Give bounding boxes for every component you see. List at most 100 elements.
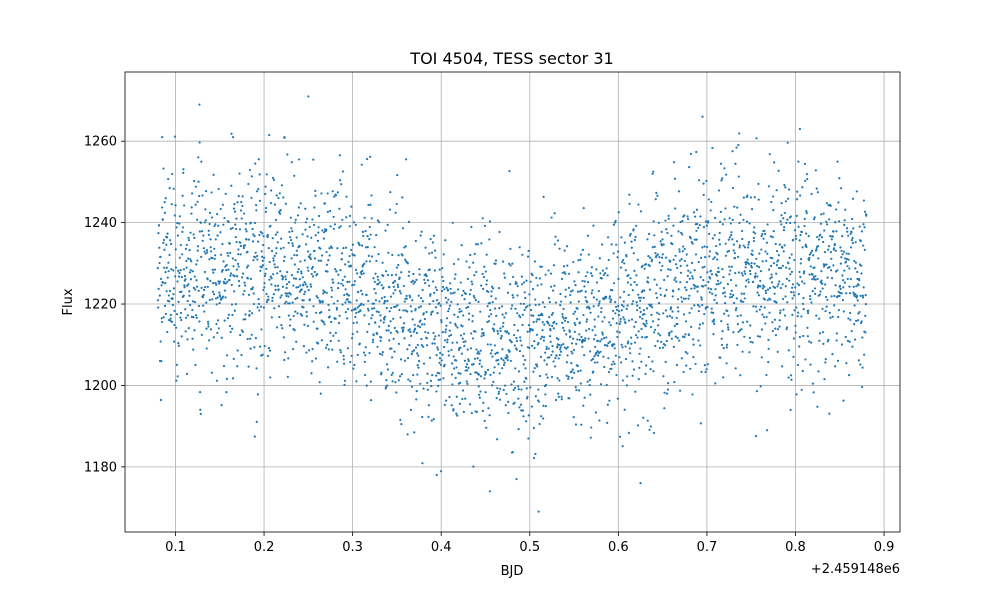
data-point	[352, 321, 355, 325]
data-point	[801, 246, 804, 249]
data-point	[736, 206, 739, 209]
data-point	[486, 305, 489, 308]
data-point	[603, 344, 607, 347]
data-point	[676, 298, 680, 301]
data-point	[485, 426, 488, 429]
data-point	[382, 286, 385, 289]
data-point	[369, 233, 372, 236]
data-point	[191, 300, 195, 303]
data-point	[829, 235, 832, 238]
data-point	[251, 286, 254, 289]
data-point	[648, 428, 651, 431]
data-point	[843, 281, 846, 284]
data-point	[526, 330, 529, 333]
data-point	[282, 246, 285, 249]
data-point	[363, 373, 367, 377]
data-point	[430, 313, 433, 316]
data-point	[273, 307, 276, 310]
data-point	[747, 281, 750, 284]
data-point	[187, 238, 191, 242]
data-point	[861, 296, 865, 299]
data-point	[713, 256, 716, 259]
data-point	[770, 273, 773, 276]
data-point	[235, 268, 238, 271]
data-point	[713, 234, 716, 237]
data-point	[627, 293, 630, 297]
data-point	[294, 277, 298, 280]
data-point	[212, 271, 215, 274]
y-tick-label: 1220	[84, 298, 117, 313]
data-point	[823, 229, 826, 232]
data-point	[639, 482, 642, 485]
data-point	[624, 321, 627, 324]
data-point	[220, 253, 223, 256]
data-point	[776, 350, 779, 353]
data-point	[821, 331, 825, 334]
data-point	[396, 173, 399, 177]
data-point	[605, 383, 608, 387]
data-point	[480, 365, 483, 368]
data-point	[418, 273, 421, 276]
data-point	[415, 331, 419, 335]
data-point	[577, 389, 581, 392]
data-point	[183, 274, 187, 278]
data-point	[528, 346, 531, 349]
data-point	[602, 273, 605, 276]
data-point	[542, 339, 545, 342]
data-point	[545, 363, 549, 366]
data-point	[274, 218, 278, 222]
data-point	[844, 208, 847, 211]
data-point	[700, 256, 703, 259]
data-point	[583, 396, 586, 399]
data-point	[723, 167, 726, 170]
data-point	[633, 238, 636, 242]
data-point	[777, 254, 780, 257]
data-point	[531, 329, 534, 332]
data-point	[387, 251, 390, 254]
data-point	[186, 338, 189, 341]
data-point	[551, 350, 554, 353]
data-point	[852, 291, 855, 294]
data-point	[633, 281, 636, 284]
data-point	[322, 237, 325, 240]
data-point	[252, 292, 255, 295]
data-point	[410, 334, 413, 337]
data-point	[175, 363, 178, 366]
data-point	[622, 258, 625, 262]
data-point	[284, 202, 287, 205]
data-point	[798, 335, 801, 339]
data-point	[460, 244, 463, 247]
data-point	[785, 326, 789, 329]
data-point	[719, 210, 722, 213]
data-point	[721, 330, 724, 333]
data-point	[484, 391, 487, 394]
data-point	[208, 211, 212, 214]
data-point	[499, 327, 502, 330]
data-point	[447, 307, 451, 310]
data-point	[341, 218, 344, 221]
data-point	[541, 329, 544, 332]
data-point	[437, 334, 440, 337]
data-point	[223, 289, 226, 292]
data-point	[807, 309, 810, 312]
data-point	[413, 280, 417, 284]
data-point	[346, 307, 350, 311]
data-point	[464, 292, 467, 295]
data-point	[489, 308, 492, 312]
data-point	[284, 278, 288, 281]
data-point	[487, 290, 490, 294]
data-point	[548, 316, 551, 319]
data-point	[295, 340, 298, 343]
data-point	[709, 209, 712, 212]
data-point	[430, 385, 433, 388]
data-point	[522, 302, 526, 305]
data-point	[288, 302, 291, 305]
data-point	[593, 338, 596, 341]
data-point	[583, 280, 586, 283]
data-point	[617, 211, 620, 214]
data-point	[706, 271, 709, 274]
data-point	[247, 182, 250, 186]
data-point	[647, 355, 650, 359]
data-point	[479, 375, 483, 378]
data-point	[414, 239, 417, 243]
